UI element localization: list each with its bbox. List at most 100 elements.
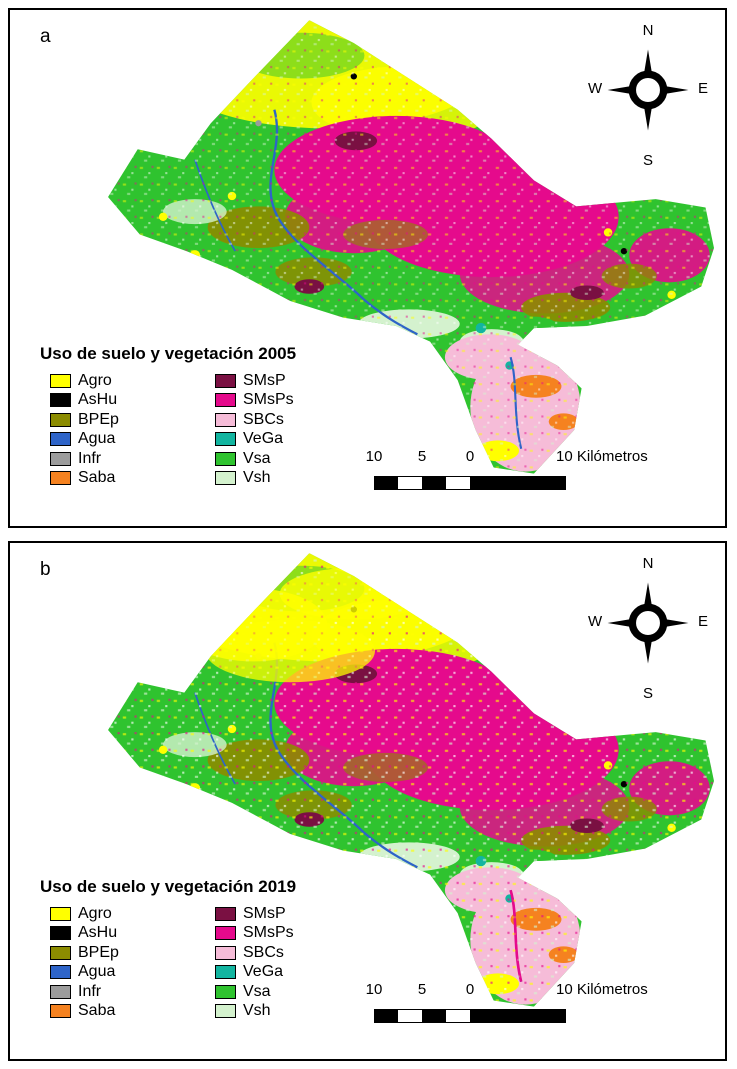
compass-rose: N W E S <box>588 22 708 174</box>
scale-bar-track <box>374 476 566 490</box>
legend-item: BPEp <box>50 943 215 963</box>
legend-item: AsHu <box>50 391 215 411</box>
legend-item: VeGa <box>215 963 380 983</box>
legend-swatch <box>50 412 71 427</box>
legend-item-label: Vsh <box>243 1002 271 1020</box>
compass-south-label: S <box>642 685 654 702</box>
scale-label-10-left: 10 <box>365 981 383 998</box>
compass-north-label: N <box>642 555 654 572</box>
land-use-map-2019 <box>36 547 714 1015</box>
legend-item-label: Saba <box>78 1002 116 1020</box>
legend-item: SMsP <box>215 371 380 391</box>
legend-item-label: VeGa <box>243 430 284 448</box>
legend-item-label: Saba <box>78 469 116 487</box>
legend-item: Saba <box>50 469 215 489</box>
legend-item-label: AsHu <box>78 391 118 409</box>
legend-item-label: SBCs <box>243 943 284 961</box>
legend-item-label: SMsPs <box>243 924 294 942</box>
panel-letter: b <box>40 559 51 580</box>
legend-item-label: Agua <box>78 430 116 448</box>
legend-swatch <box>215 984 236 999</box>
legend-title: Uso de suelo y vegetación 2005 <box>40 344 297 363</box>
legend-item: Infr <box>50 982 215 1002</box>
legend-item: Agro <box>50 371 215 391</box>
legend-swatch <box>215 965 236 980</box>
scale-bar: 10 5 0 10 Kilómetros <box>366 981 714 1023</box>
legend-item: Agua <box>50 963 215 983</box>
compass-rose-icon <box>602 577 694 669</box>
scale-label-0: 0 <box>465 448 475 465</box>
legend-column-1: Agro AsHu BPEp Agua Infr Saba <box>50 371 215 488</box>
legend-swatch <box>50 1004 71 1019</box>
panel-2019: b N W E S Uso de suelo y vegetación 2019… <box>8 541 727 1061</box>
legend-item: BPEp <box>50 410 215 430</box>
scale-label-10-left: 10 <box>365 448 383 465</box>
legend-item-label: SBCs <box>243 410 284 428</box>
legend-swatch <box>50 906 71 921</box>
legend-swatch <box>215 373 236 388</box>
legend-item: AsHu <box>50 924 215 944</box>
legend-swatch <box>50 373 71 388</box>
legend-item: SMsPs <box>215 391 380 411</box>
legend-item-label: SMsPs <box>243 391 294 409</box>
scale-label-5: 5 <box>417 981 427 998</box>
legend-swatch <box>215 1004 236 1019</box>
legend-item: SBCs <box>215 410 380 430</box>
legend-item-label: SMsP <box>243 371 286 389</box>
legend-item-label: Infr <box>78 982 102 1000</box>
panel-2005: a N W E S Uso de suelo y vegetación 2005… <box>8 8 727 528</box>
scale-label-0: 0 <box>465 981 475 998</box>
legend-swatch <box>215 432 236 447</box>
compass-north-label: N <box>642 22 654 39</box>
compass-rose: N W E S <box>588 555 708 707</box>
legend-swatch <box>50 471 71 486</box>
legend-column-2: SMsP SMsPs SBCs VeGa Vsa Vsh <box>215 904 380 1021</box>
compass-west-label: W <box>588 80 603 97</box>
legend-swatch <box>50 926 71 941</box>
scale-bar-track <box>374 1009 566 1023</box>
compass-east-label: E <box>697 613 708 630</box>
legend-item-label: Vsh <box>243 469 271 487</box>
panel-letter: a <box>40 26 51 47</box>
legend-swatch <box>215 906 236 921</box>
legend-swatch <box>50 965 71 980</box>
legend-item: SMsPs <box>215 924 380 944</box>
legend-item: SBCs <box>215 943 380 963</box>
legend-item-label: BPEp <box>78 410 119 428</box>
legend-item: Agua <box>50 430 215 450</box>
compass-rose-icon <box>602 44 694 136</box>
scale-label-kilometers: 10 Kilómetros <box>556 981 648 998</box>
legend-swatch <box>50 432 71 447</box>
legend-swatch <box>50 945 71 960</box>
legend-item-label: SMsP <box>243 904 286 922</box>
legend-item-label: Vsa <box>243 982 271 1000</box>
legend-item: Vsa <box>215 449 380 469</box>
legend-item: VeGa <box>215 430 380 450</box>
scale-label-kilometers: 10 Kilómetros <box>556 448 648 465</box>
legend-item-label: Agua <box>78 963 116 981</box>
legend-swatch <box>50 984 71 999</box>
legend: Uso de suelo y vegetación 2019 Agro AsHu… <box>40 877 380 1021</box>
legend-item: Vsh <box>215 469 380 489</box>
compass-west-label: W <box>588 613 603 630</box>
legend-item-label: Agro <box>78 371 112 389</box>
legend-item-label: Infr <box>78 449 102 467</box>
legend-item: Agro <box>50 904 215 924</box>
legend-column-2: SMsP SMsPs SBCs VeGa Vsa Vsh <box>215 371 380 488</box>
land-use-map-image <box>36 547 714 1015</box>
legend-item: Vsh <box>215 1002 380 1022</box>
scale-bar: 10 5 0 10 Kilómetros <box>366 448 714 490</box>
legend-swatch <box>215 926 236 941</box>
legend-item: Saba <box>50 1002 215 1022</box>
legend-item-label: BPEp <box>78 943 119 961</box>
legend-swatch <box>215 945 236 960</box>
legend-item-label: Agro <box>78 904 112 922</box>
compass-south-label: S <box>642 152 654 169</box>
legend-title: Uso de suelo y vegetación 2019 <box>40 877 297 896</box>
legend-swatch <box>50 451 71 466</box>
scale-label-5: 5 <box>417 448 427 465</box>
legend: Uso de suelo y vegetación 2005 Agro AsHu… <box>40 344 380 488</box>
legend-item-label: AsHu <box>78 924 118 942</box>
legend-swatch <box>215 393 236 408</box>
legend-item-label: VeGa <box>243 963 284 981</box>
